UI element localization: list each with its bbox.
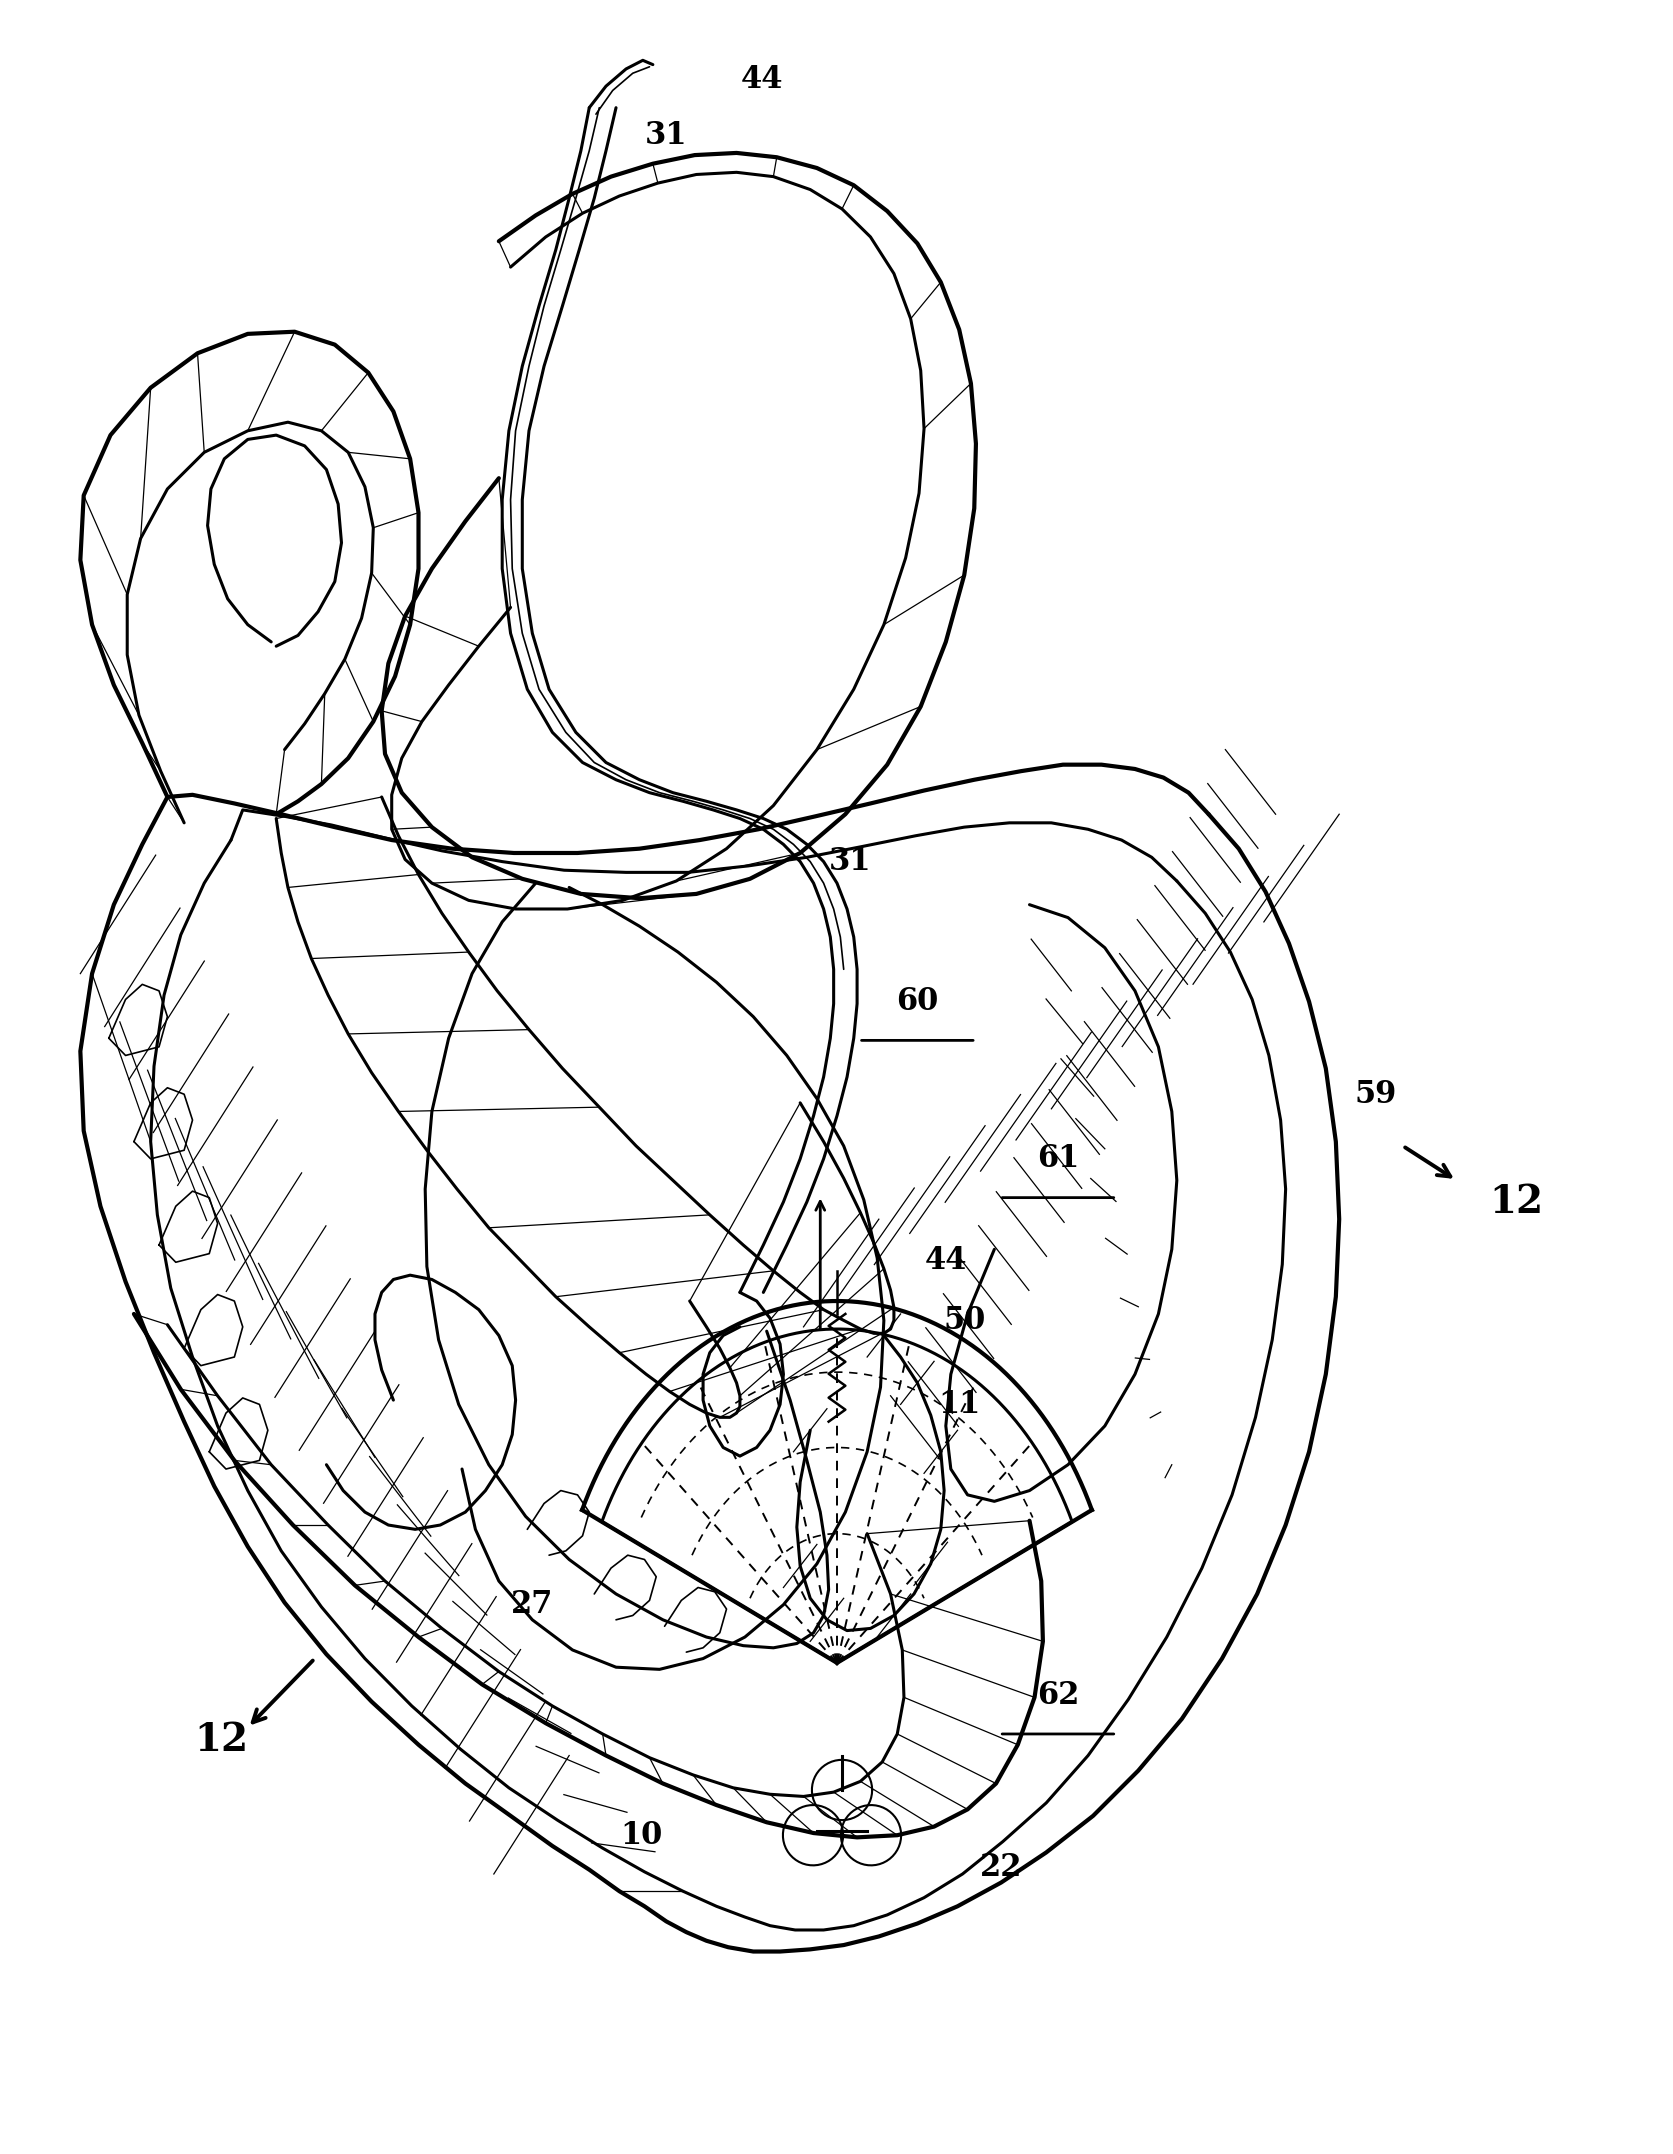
Text: 59: 59 [1353,1079,1397,1109]
Text: 50: 50 [942,1305,985,1335]
Text: 22: 22 [979,1852,1022,1883]
Text: 44: 44 [923,1245,967,1275]
Text: 31: 31 [828,847,872,877]
Text: 44: 44 [739,65,783,95]
Text: 10: 10 [619,1820,663,1850]
Text: 12: 12 [194,1721,248,1760]
Text: 60: 60 [895,987,939,1017]
Text: 62: 62 [1036,1680,1079,1710]
Text: 61: 61 [1036,1144,1079,1174]
Text: 27: 27 [510,1590,554,1620]
Text: 11: 11 [937,1389,980,1419]
Text: 12: 12 [1489,1183,1543,1221]
Text: 31: 31 [644,121,688,151]
